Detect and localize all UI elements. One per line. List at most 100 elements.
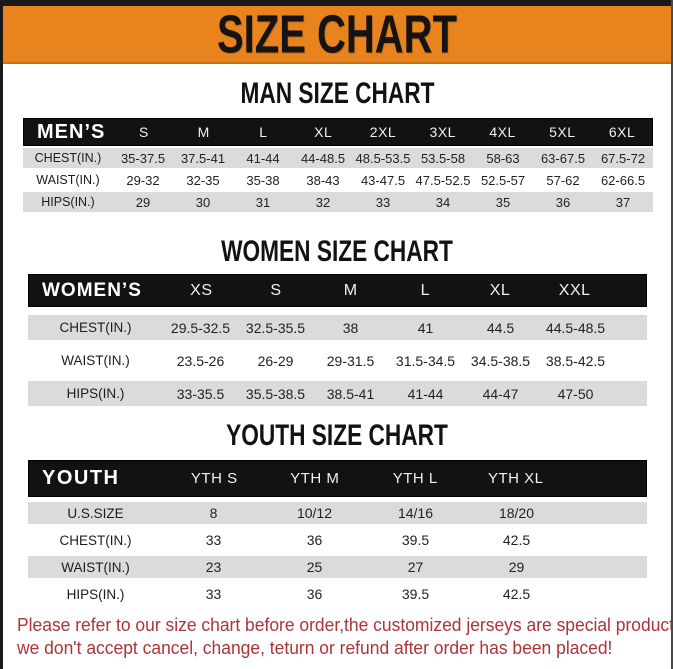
table-row: HIPS(IN.) 33-35.5 35.5-38.5 38.5-41 41-44 44-… [28,381,647,406]
size-column-header: YTH S [190,470,238,487]
size-value-cell: 42.5 [502,532,531,548]
table-row: WAIST(IN.) 23.5-26 26-29 29-31.5 31.5-34.5 34… [28,348,647,373]
row-label: WAIST(IN.) [61,559,130,575]
size-column-header: XXL [558,281,591,299]
size-column-header: S [138,124,149,140]
row-label: WAIST(IN.) [36,173,100,187]
size-value-cell: 67.5-72 [600,150,646,166]
women-section-heading-text: WOMEN SIZE CHART [221,234,453,268]
size-value-cell: 29-31.5 [326,352,375,369]
size-value-cell: 33 [205,532,222,548]
size-value-cell: 33 [205,586,222,602]
size-column-header: L [259,124,268,140]
man-section-heading-text: MAN SIZE CHART [239,76,435,110]
size-value-cell: 47-50 [557,385,594,402]
size-value-cell: 23.5-26 [176,352,225,369]
size-value-cell: 38 [342,319,359,336]
size-column-header: YTH L [392,470,438,487]
size-value-cell: 41-44 [246,150,280,166]
size-value-cell: 32.5-35.5 [245,319,306,336]
size-value-cell: 29.5-32.5 [170,319,231,336]
youth-size-table: YOUTH YTH S YTH M YTH L YTH XL U.S.SIZE 8 10/12… [28,460,647,605]
table-row: HIPS(IN.) 29 30 31 32 33 34 35 36 37 [23,192,653,212]
table-row: WAIST(IN.) 23 25 27 29 [28,556,647,578]
size-value-cell: 26-29 [257,352,294,369]
size-value-cell: 44.5-48.5 [545,319,606,336]
size-value-cell: 34.5-38.5 [470,352,531,369]
size-column-header: 5XL [549,124,576,140]
table-header-row: WOMEN’S XS S M L XL XXL [28,274,647,307]
table-row: WAIST(IN.) 29-32 32-35 35-38 38-43 43-47.5 47.… [23,170,653,190]
size-column-header: M [197,124,210,140]
size-value-cell: 37 [615,194,631,210]
size-value-cell: 33-35.5 [176,385,225,402]
size-chart-banner: SIZE CHART [3,4,671,64]
size-value-cell: 57-62 [546,172,580,188]
table-row: CHEST(IN.) 35-37.5 37.5-41 41-44 44-48.5 48.5… [23,148,653,168]
size-value-cell: 31 [255,194,271,210]
size-column-header: 3XL [429,124,456,140]
size-column-header: S [270,281,282,299]
table-title-cell: YOUTH [42,467,120,489]
men-size-table: MEN’S S M L XL 2XL 3XL 4XL 5XL 6XL CHEST(IN.) 35-37… [23,118,653,212]
size-value-cell: 38-43 [306,172,340,188]
size-value-cell: 42.5 [502,586,531,602]
row-label: HIPS(IN.) [66,386,125,401]
size-value-cell: 63-67.5 [540,150,586,166]
size-column-header: YTH XL [487,470,544,487]
size-column-header: 4XL [489,124,516,140]
youth-section-heading: YOUTH SIZE CHART [3,419,671,452]
size-value-cell: 27 [407,559,424,575]
size-column-header: YTH M [290,470,340,487]
size-column-header: XL [489,281,511,299]
row-label: CHEST(IN.) [59,320,132,335]
size-value-cell: 52.5-57 [480,172,526,188]
size-value-cell: 10/12 [296,505,333,521]
size-value-cell: 30 [195,194,211,210]
size-value-cell: 35.5-38.5 [245,385,306,402]
table-header-row: MEN’S S M L XL 2XL 3XL 4XL 5XL 6XL [23,118,653,146]
size-value-cell: 39.5 [401,586,430,602]
size-value-cell: 44-48.5 [300,150,346,166]
size-value-cell: 14/16 [397,505,434,521]
size-value-cell: 43-47.5 [360,172,406,188]
size-value-cell: 53.5-58 [420,150,466,166]
top-border-bar [3,0,671,6]
disclaimer-line-1: Please refer to our size chart before or… [17,614,673,636]
size-value-cell: 32 [315,194,331,210]
table-title-cell: WOMEN’S [42,279,142,301]
size-value-cell: 29 [508,559,525,575]
table-row: U.S.SIZE 8 10/12 14/16 18/20 [28,502,647,524]
size-value-cell: 36 [306,532,323,548]
size-value-cell: 25 [306,559,323,575]
table-title-cell: MEN’S [37,120,106,143]
disclaimer-text: Please refer to our size chart before or… [17,614,673,660]
size-value-cell: 35-37.5 [120,150,166,166]
size-column-header: XL [314,124,333,140]
man-section-heading: MAN SIZE CHART [3,76,671,110]
size-value-cell: 47.5-52.5 [415,172,471,188]
size-value-cell: 37.5-41 [180,150,226,166]
size-value-cell: 31.5-34.5 [395,352,456,369]
size-value-cell: 44.5 [486,319,515,336]
size-value-cell: 33 [375,194,391,210]
size-value-cell: 38.5-42.5 [545,352,606,369]
size-column-header: XS [190,281,213,299]
size-value-cell: 18/20 [498,505,535,521]
row-label: HIPS(IN.) [66,586,125,602]
table-row: CHEST(IN.) 29.5-32.5 32.5-35.5 38 41 44.5 44.5… [28,315,647,340]
size-column-header: M [343,281,358,299]
size-value-cell: 32-35 [186,172,220,188]
size-value-cell: 36 [306,586,323,602]
size-value-cell: 58-63 [486,150,520,166]
row-label: CHEST(IN.) [59,532,132,548]
size-value-cell: 62-66.5 [600,172,646,188]
table-row: HIPS(IN.) 33 36 39.5 42.5 [28,583,647,605]
size-value-cell: 41 [417,319,434,336]
row-label: HIPS(IN.) [41,195,95,209]
size-value-cell: 39.5 [401,532,430,548]
size-value-cell: 29-32 [126,172,160,188]
size-value-cell: 35 [495,194,511,210]
disclaimer-line-2: we don't accept cancel, change, teturn o… [17,637,613,659]
